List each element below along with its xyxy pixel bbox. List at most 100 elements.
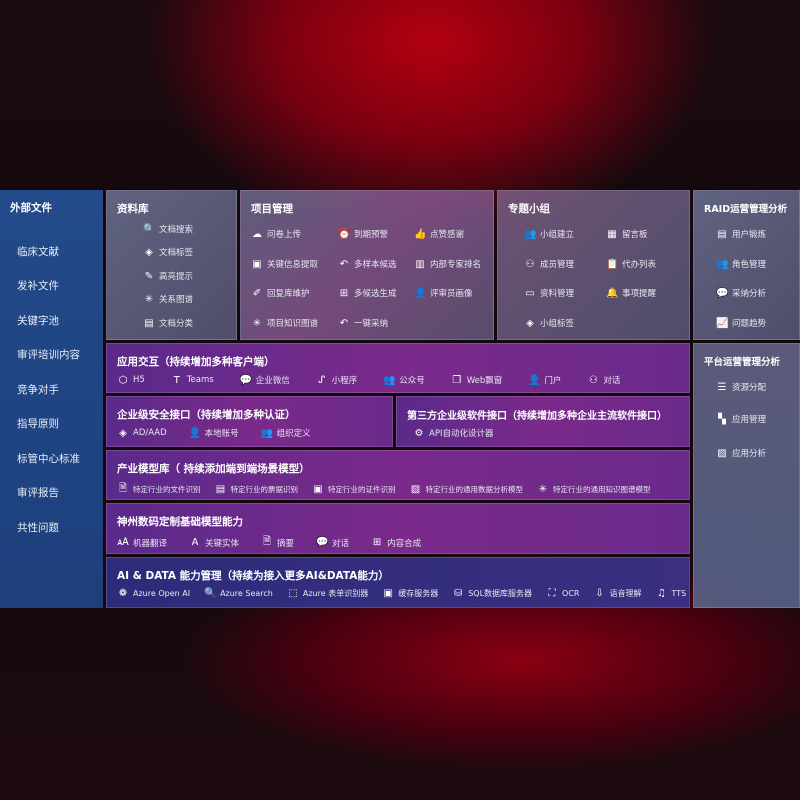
label: 语音理解: [609, 589, 642, 598]
library-item[interactable]: 🔍 文档搜索: [143, 223, 193, 236]
raid-item[interactable]: 📈 问题趋势: [716, 317, 766, 330]
project-item[interactable]: ✐ 回复库维护: [251, 287, 310, 300]
shenzhou-item[interactable]: ⊞ 内容合成: [371, 537, 421, 549]
app-item[interactable]: ❐ Web飘窗: [451, 374, 503, 387]
external-item[interactable]: 审评培训内容: [17, 349, 80, 361]
library-item[interactable]: ◈ 文档标签: [143, 246, 193, 259]
docs-icon: ▤: [144, 317, 154, 329]
ad-icon: ◈: [119, 427, 127, 439]
label: 小组标签: [540, 319, 575, 329]
platform-panel: 平台运营管理分析 ☰ 资源分配 ▚ 应用管理 ▨ 应用分析: [693, 343, 800, 608]
label: 缓存服务器: [398, 589, 439, 598]
raid-item[interactable]: 👥 角色管理: [716, 258, 766, 271]
project-item[interactable]: ☁ 问卷上传: [251, 228, 301, 241]
label: 对话: [603, 376, 621, 386]
raid-item[interactable]: ▤ 用户锻炼: [716, 228, 766, 241]
industry-item[interactable]: ▨ 特定行业的通用数据分析模型: [410, 484, 523, 495]
platform-item[interactable]: ☰ 资源分配: [716, 381, 767, 394]
chart-icon: ▨: [410, 484, 421, 495]
ai-item[interactable]: ❁ Azure Open AI: [117, 588, 190, 599]
platform-item[interactable]: ▨ 应用分析: [716, 447, 766, 460]
external-item[interactable]: 竞争对手: [17, 384, 59, 396]
chat-icon: 💬: [316, 537, 329, 548]
external-item[interactable]: 指导原则: [17, 418, 59, 430]
external-item[interactable]: 临床文献: [17, 246, 59, 258]
app-item[interactable]: 👤 门户: [528, 374, 561, 387]
label: 企业微信: [255, 376, 290, 386]
label: Web飘窗: [466, 376, 503, 386]
label: OCR: [562, 589, 580, 598]
security-panel: 企业级安全接口（持续增加多种认证） ◈ AD/AAD 👤 本地账号 👥 组织定义: [106, 396, 393, 447]
security-item[interactable]: 👤 本地账号: [189, 427, 239, 440]
project-item[interactable]: ▥ 内部专家排名: [414, 258, 481, 271]
external-item[interactable]: 发补文件: [17, 280, 59, 292]
label: 文档分类: [159, 319, 194, 329]
project-item[interactable]: ▣ 关键信息提取: [251, 258, 318, 271]
group-item[interactable]: ⚇ 成员管理: [524, 258, 575, 271]
label: 小程序: [331, 376, 358, 386]
ai-item[interactable]: ⛶ OCR: [546, 588, 580, 599]
app-item[interactable]: ᔑ 小程序: [316, 374, 358, 387]
id-card-icon: ▣: [313, 484, 323, 495]
graph-icon: ✳: [538, 484, 548, 495]
group-item[interactable]: 🔔 事项提醒: [606, 287, 656, 300]
html5-icon: ⬡: [118, 374, 128, 386]
project-item[interactable]: ⏰ 到期预警: [338, 228, 388, 241]
external-item[interactable]: 关键字池: [17, 315, 59, 327]
library-item[interactable]: ✎ 高亮提示: [143, 270, 193, 283]
industry-item[interactable]: ✳ 特定行业的通用知识图谱模型: [537, 484, 651, 495]
app-item[interactable]: T Teams: [171, 375, 214, 386]
ai-item[interactable]: ♫ TTS: [656, 588, 686, 599]
project-item[interactable]: 👍 点赞感谢: [414, 228, 464, 241]
app-item[interactable]: 💬 企业微信: [240, 374, 290, 387]
project-item[interactable]: ⊞ 多候选生成: [338, 287, 397, 300]
library-item[interactable]: ✳ 关系图谱: [143, 293, 193, 306]
id-card-icon: ▤: [717, 228, 727, 240]
shenzhou-item[interactable]: A 关键实体: [189, 537, 239, 549]
security-item[interactable]: 👥 组织定义: [261, 427, 311, 440]
thirdparty-item[interactable]: ⚙ API自动化设计器: [413, 427, 494, 440]
project-item[interactable]: ↶ 一键采纳: [338, 317, 388, 330]
label: 代办列表: [622, 260, 657, 270]
industry-item[interactable]: 🗎 特定行业的文件识别: [117, 481, 201, 498]
external-item[interactable]: 共性问题: [17, 522, 59, 534]
library-panel: 资料库 🔍 文档搜索 ◈ 文档标签 ✎ 高亮提示 ✳ 关系图谱 ▤ 文档分类: [106, 190, 237, 340]
project-item[interactable]: ↶ 多样本候选: [338, 258, 397, 271]
app-item[interactable]: 👥 公众号: [383, 374, 425, 387]
clipboard-icon: 📋: [606, 258, 619, 270]
ai-item[interactable]: ⬚ Azure 表单识别器: [287, 588, 368, 599]
alarm-icon: ⏰: [338, 228, 351, 240]
external-item[interactable]: 标管中心标准: [17, 453, 80, 465]
ai-item[interactable]: 🔍 Azure Search: [204, 588, 273, 599]
window-icon: ❐: [452, 374, 462, 386]
group-item[interactable]: 👥 小组建立: [524, 228, 574, 241]
shenzhou-item[interactable]: 💬 对话: [316, 537, 349, 549]
shenzhou-item[interactable]: 🗎 摘要: [261, 534, 294, 551]
ai-item[interactable]: ⇩ 语音理解: [594, 588, 642, 599]
industry-item[interactable]: ▤ 特定行业的票据识别: [215, 484, 298, 495]
thirdparty-title: 第三方企业级软件接口（持续增加多种企业主流软件接口）: [407, 411, 667, 422]
label: H5: [133, 375, 145, 385]
industry-item[interactable]: ▣ 特定行业的证件识别: [312, 484, 395, 495]
qa-icon: 💬: [716, 287, 729, 299]
app-item[interactable]: ⚇ 对话: [587, 374, 621, 387]
shenzhou-item[interactable]: 🗚 机器翻译: [117, 537, 167, 549]
label: Azure 表单识别器: [302, 589, 369, 598]
group-item[interactable]: 📋 代办列表: [606, 258, 657, 271]
list-icon: ☰: [717, 381, 727, 393]
external-item[interactable]: 审评报告: [17, 487, 59, 499]
raid-item[interactable]: 💬 采纳分析: [716, 287, 766, 300]
group-item[interactable]: ◈ 小组标签: [524, 317, 575, 330]
project-item[interactable]: 👤 评审员画像: [414, 287, 473, 300]
ai-item[interactable]: ⛁ SQL数据库服务器: [452, 588, 532, 599]
pen-icon: ✎: [144, 270, 154, 282]
group-item[interactable]: ▦ 留言板: [606, 228, 647, 241]
app-item[interactable]: ⬡ H5: [117, 375, 145, 386]
group-item[interactable]: ▭ 资料管理: [524, 287, 574, 300]
library-item[interactable]: ▤ 文档分类: [143, 317, 194, 330]
ai-item[interactable]: ▣ 缓存服务器: [382, 588, 438, 599]
platform-item[interactable]: ▚ 应用管理: [716, 413, 766, 426]
reply-icon: ↶: [339, 317, 349, 329]
security-item[interactable]: ◈ AD/AAD: [117, 428, 167, 439]
project-item[interactable]: ✳ 项目知识图谱: [251, 317, 318, 330]
